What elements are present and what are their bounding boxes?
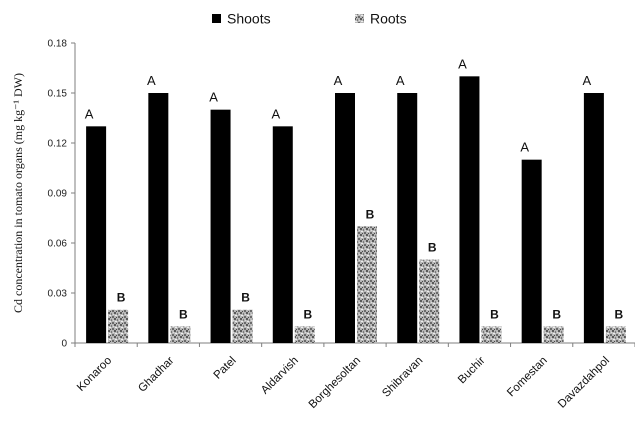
shoots-significance-label: A	[458, 56, 467, 71]
shoots-significance-label: A	[520, 140, 529, 155]
x-category-label: Buchir	[456, 355, 488, 387]
y-axis: 0 0.03 0.06 0.09 0.12 0.15 0.18	[48, 39, 76, 350]
roots-significance-label: B	[303, 307, 312, 321]
roots-significance-label: B	[552, 307, 561, 321]
x-category-label: Shibravan	[380, 355, 425, 400]
x-category-label: Fomestan	[505, 355, 550, 400]
roots-bar-shibravan	[419, 259, 440, 343]
roots-significance-label: B	[428, 241, 437, 255]
shoots-bar-aldarvish	[272, 126, 293, 343]
shoots-bar-konaroo	[86, 126, 107, 343]
shoots-bar-borghesoltan	[335, 93, 355, 343]
shoots-significance-label: A	[271, 106, 280, 121]
y-axis-label: Cd concentration in tomato organs (mg kg…	[11, 73, 25, 313]
x-category-label: Davazdahpol	[556, 355, 612, 411]
y-tick-label: 0.03	[48, 289, 68, 300]
y-tick-label: 0.12	[48, 139, 68, 150]
shoots-significance-label: A	[396, 73, 405, 88]
x-category-label: Ghadhar	[136, 355, 176, 395]
x-category-label: Aldarvish	[259, 355, 301, 397]
shoots-significance-label: A	[209, 90, 218, 105]
bars: A B A B A B A B A B A B A B A B A B	[85, 56, 626, 344]
legend-label-shoots: Shoots	[227, 11, 271, 27]
roots-significance-label: B	[615, 307, 624, 321]
roots-bar-patel	[232, 309, 253, 343]
y-tick-label: 0	[61, 339, 67, 350]
shoots-significance-label: A	[334, 73, 343, 88]
x-axis: Konaroo Ghadhar Patel Aldarvish Borghesoltan…	[74, 342, 635, 411]
roots-bar-borghesoltan	[357, 226, 377, 343]
roots-significance-label: B	[490, 307, 499, 321]
shoots-bar-davazdahpol	[583, 93, 604, 343]
x-category-label: Patel	[212, 355, 239, 382]
y-tick-label: 0.15	[48, 89, 68, 100]
roots-bar-buchir	[481, 326, 502, 343]
roots-bar-aldarvish	[294, 326, 315, 343]
y-tick-label: 0.18	[48, 39, 68, 50]
shoots-significance-label: A	[85, 106, 94, 121]
shoots-bar-ghadhar	[148, 93, 169, 343]
roots-bar-davazdahpol	[605, 326, 626, 343]
roots-bar-fomestan	[543, 326, 564, 343]
shoots-bar-shibravan	[397, 93, 418, 343]
y-tick-label: 0.09	[48, 189, 68, 200]
shoots-significance-label: A	[583, 73, 592, 88]
shoots-significance-label: A	[147, 73, 156, 88]
roots-bar-ghadhar	[170, 326, 191, 343]
x-category-label: Konaroo	[75, 355, 114, 394]
x-category-label: Borghesoltan	[307, 355, 363, 411]
roots-significance-label: B	[366, 207, 375, 221]
legend-label-roots: Roots	[370, 11, 407, 27]
roots-significance-label: B	[179, 307, 188, 321]
shoots-bar-buchir	[459, 76, 480, 343]
legend-swatch-shoots	[212, 14, 221, 23]
shoots-bar-patel	[210, 109, 231, 344]
legend: Shoots Roots	[212, 11, 407, 27]
roots-significance-label: B	[117, 291, 126, 305]
y-tick-label: 0.06	[48, 239, 68, 250]
legend-swatch-roots	[355, 14, 364, 23]
shoots-bar-fomestan	[521, 159, 542, 343]
roots-significance-label: B	[241, 291, 250, 305]
roots-bar-konaroo	[108, 309, 129, 343]
